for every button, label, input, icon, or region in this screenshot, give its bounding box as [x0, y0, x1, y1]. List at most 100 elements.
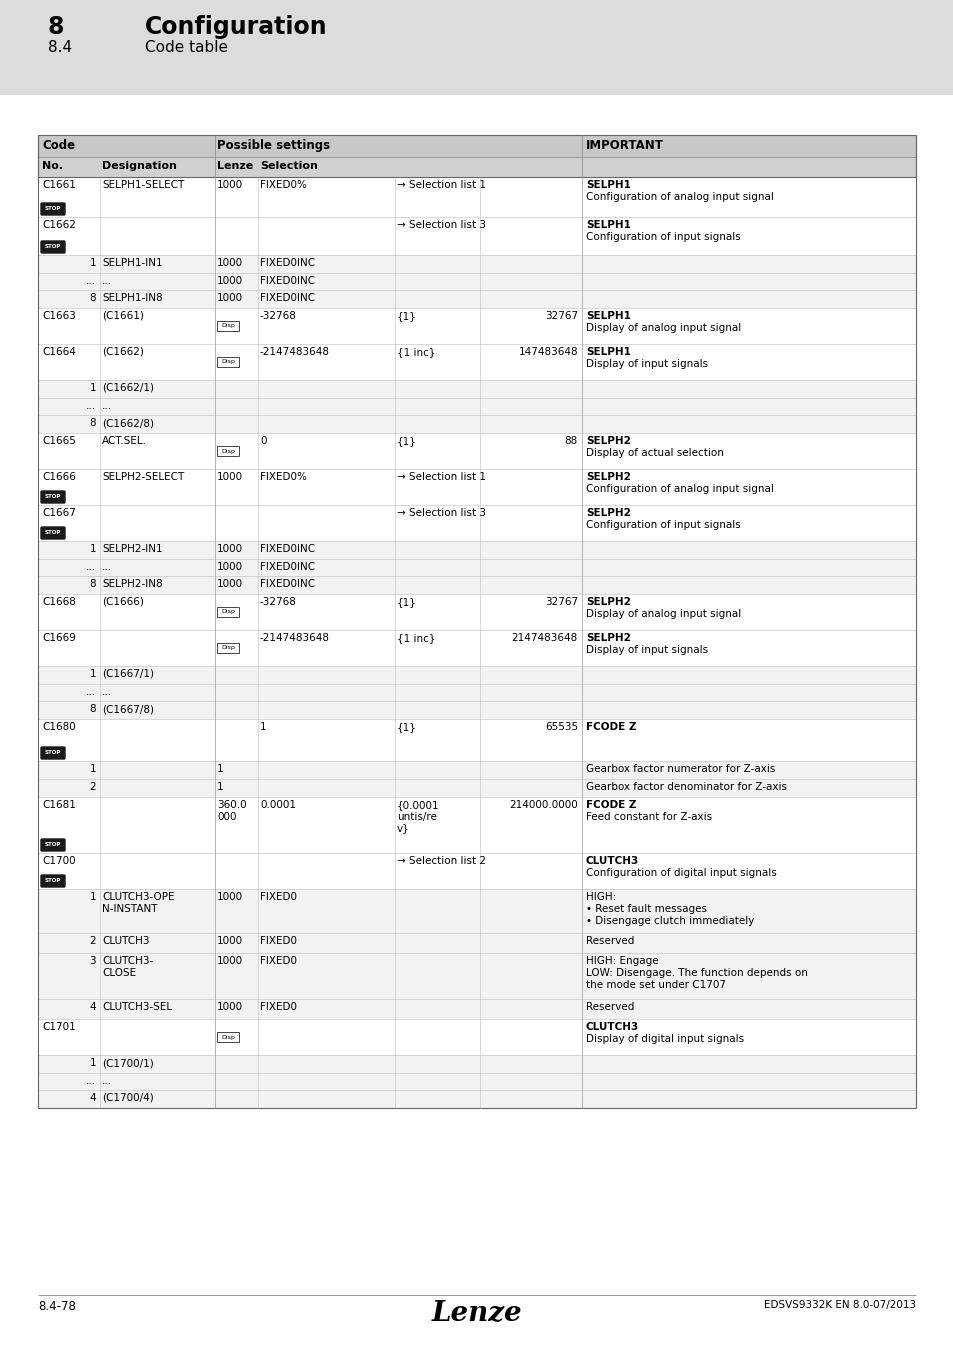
- Text: 4: 4: [90, 1094, 96, 1103]
- Text: {1 inc}: {1 inc}: [396, 633, 435, 643]
- Text: → Selection list 3: → Selection list 3: [396, 508, 485, 518]
- Bar: [38, 157, 915, 177]
- Text: SELPH1: SELPH1: [585, 220, 630, 230]
- Text: (C1662): (C1662): [102, 347, 144, 356]
- Bar: [38, 853, 915, 890]
- Text: -32768: -32768: [260, 310, 296, 321]
- Text: 8: 8: [90, 703, 96, 714]
- Text: 32767: 32767: [544, 310, 578, 321]
- Text: 8: 8: [90, 293, 96, 302]
- Text: ACT.SEL.: ACT.SEL.: [102, 436, 147, 446]
- Text: 1: 1: [260, 722, 266, 732]
- Text: 1: 1: [90, 670, 96, 679]
- Text: 1: 1: [90, 258, 96, 269]
- Bar: [38, 1089, 915, 1108]
- FancyBboxPatch shape: [41, 526, 65, 539]
- Text: SELPH1: SELPH1: [585, 310, 630, 321]
- Text: SELPH1: SELPH1: [585, 347, 630, 356]
- Text: 1000: 1000: [216, 956, 243, 967]
- Text: EDSVS9332K EN 8.0-07/2013: EDSVS9332K EN 8.0-07/2013: [763, 1300, 915, 1310]
- Text: -2147483648: -2147483648: [260, 633, 330, 643]
- Text: FIXED0: FIXED0: [260, 1002, 296, 1012]
- Text: 8.4: 8.4: [48, 40, 72, 55]
- Text: FCODE Z: FCODE Z: [585, 722, 636, 732]
- Text: FIXED0INC: FIXED0INC: [260, 562, 314, 572]
- Text: 1000: 1000: [216, 258, 243, 269]
- Text: STOP: STOP: [45, 751, 61, 756]
- Text: CLUTCH3: CLUTCH3: [585, 1022, 639, 1031]
- Text: C1701: C1701: [42, 1022, 75, 1031]
- Bar: [0, 0, 953, 95]
- Bar: [38, 666, 915, 684]
- Text: -2147483648: -2147483648: [260, 347, 330, 356]
- Text: FIXED0INC: FIXED0INC: [260, 293, 314, 302]
- Text: Reserved: Reserved: [585, 936, 634, 946]
- Bar: [38, 135, 915, 157]
- Text: STOP: STOP: [45, 207, 61, 212]
- Text: Feed constant for Z-axis: Feed constant for Z-axis: [585, 811, 711, 822]
- Text: FIXED0%: FIXED0%: [260, 180, 307, 190]
- Text: Disp: Disp: [221, 359, 234, 364]
- Bar: [38, 398, 915, 414]
- Text: SELPH2: SELPH2: [585, 633, 630, 643]
- Text: HIGH: Engage: HIGH: Engage: [585, 956, 658, 967]
- Text: CLUTCH3-
CLOSE: CLUTCH3- CLOSE: [102, 956, 153, 977]
- Text: Gearbox factor numerator for Z-axis: Gearbox factor numerator for Z-axis: [585, 764, 775, 774]
- Bar: [38, 1054, 915, 1073]
- Bar: [38, 761, 915, 779]
- Text: Configuration of input signals: Configuration of input signals: [585, 232, 740, 242]
- Text: Display of analog input signal: Display of analog input signal: [585, 609, 740, 620]
- Text: ...: ...: [102, 562, 112, 572]
- Text: SELPH1-IN8: SELPH1-IN8: [102, 293, 162, 302]
- Text: SELPH1: SELPH1: [585, 180, 630, 190]
- Text: SELPH1-SELECT: SELPH1-SELECT: [102, 180, 184, 190]
- Bar: [216, 1031, 239, 1042]
- Text: SELPH2-IN8: SELPH2-IN8: [102, 579, 162, 589]
- Text: 1: 1: [90, 1058, 96, 1068]
- Text: STOP: STOP: [45, 842, 61, 848]
- Text: STOP: STOP: [45, 879, 61, 883]
- Bar: [38, 290, 915, 308]
- Text: SELPH2-IN1: SELPH2-IN1: [102, 544, 162, 554]
- Bar: [38, 255, 915, 273]
- Text: Possible settings: Possible settings: [216, 139, 330, 153]
- Text: (C1667/8): (C1667/8): [102, 703, 153, 714]
- Text: 1000: 1000: [216, 936, 243, 946]
- FancyBboxPatch shape: [41, 838, 65, 850]
- Text: SELPH2: SELPH2: [585, 436, 630, 446]
- Text: 88: 88: [564, 436, 578, 446]
- Bar: [38, 308, 915, 344]
- Text: (C1667/1): (C1667/1): [102, 670, 153, 679]
- Text: Gearbox factor denominator for Z-axis: Gearbox factor denominator for Z-axis: [585, 782, 786, 792]
- Bar: [38, 433, 915, 468]
- Text: Disp: Disp: [221, 645, 234, 651]
- Text: 4: 4: [90, 1002, 96, 1012]
- FancyBboxPatch shape: [41, 747, 65, 759]
- Text: 1: 1: [90, 764, 96, 774]
- Bar: [38, 630, 915, 666]
- Bar: [38, 217, 915, 255]
- Text: 1: 1: [216, 764, 223, 774]
- Text: Disp: Disp: [221, 609, 234, 614]
- Bar: [38, 414, 915, 433]
- Text: 8: 8: [90, 579, 96, 589]
- Text: ...: ...: [102, 275, 112, 286]
- Text: C1700: C1700: [42, 856, 75, 865]
- Text: C1680: C1680: [42, 722, 75, 732]
- Bar: [38, 594, 915, 630]
- Text: 1000: 1000: [216, 472, 243, 482]
- Text: ...: ...: [102, 1076, 112, 1085]
- Text: HIGH:: HIGH:: [585, 892, 616, 902]
- Text: → Selection list 1: → Selection list 1: [396, 180, 485, 190]
- Text: 1: 1: [90, 383, 96, 393]
- Bar: [38, 505, 915, 541]
- Text: {1}: {1}: [396, 436, 416, 446]
- Text: 214000.0000: 214000.0000: [509, 801, 578, 810]
- FancyBboxPatch shape: [41, 202, 65, 215]
- Bar: [38, 1019, 915, 1054]
- Bar: [216, 608, 239, 617]
- Text: FIXED0: FIXED0: [260, 956, 296, 967]
- Text: Display of analog input signal: Display of analog input signal: [585, 323, 740, 333]
- Text: C1669: C1669: [42, 633, 76, 643]
- Text: 0: 0: [260, 436, 266, 446]
